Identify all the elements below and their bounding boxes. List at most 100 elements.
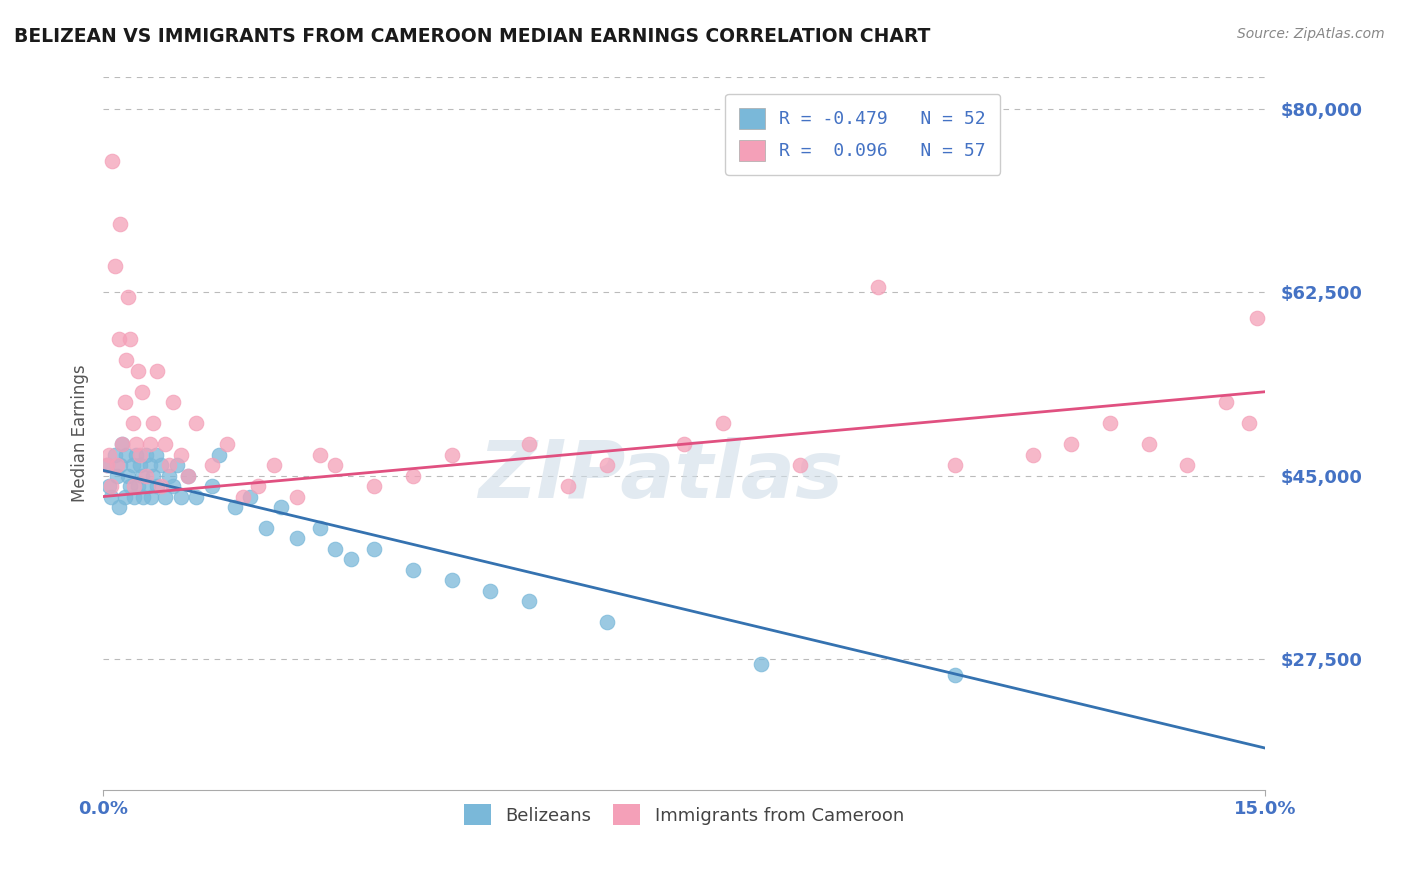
Point	[595, 458, 617, 472]
Point	[129, 448, 152, 462]
Point	[557, 479, 579, 493]
Point	[1137, 437, 1160, 451]
Point	[166, 458, 188, 472]
Point	[150, 458, 173, 472]
Point	[184, 416, 207, 430]
Point	[135, 448, 157, 462]
Point	[285, 490, 308, 504]
Point	[943, 667, 966, 681]
Point	[111, 437, 134, 451]
Point	[309, 521, 332, 535]
Point	[177, 468, 200, 483]
Point	[117, 468, 139, 483]
Point	[105, 458, 128, 472]
Point	[1239, 416, 1261, 430]
Point	[101, 154, 124, 169]
Point	[340, 552, 363, 566]
Y-axis label: Median Earnings: Median Earnings	[72, 365, 89, 502]
Point	[104, 448, 127, 462]
Point	[104, 259, 127, 273]
Point	[100, 479, 122, 493]
Legend: Belizeans, Immigrants from Cameroon: Belizeans, Immigrants from Cameroon	[456, 796, 912, 834]
Point	[866, 280, 889, 294]
Point	[153, 437, 176, 451]
Point	[131, 468, 153, 483]
Point	[200, 479, 222, 493]
Point	[232, 490, 254, 504]
Point	[124, 437, 146, 451]
Point	[479, 583, 502, 598]
Point	[239, 490, 262, 504]
Point	[711, 416, 734, 430]
Point	[285, 532, 308, 546]
Point	[121, 458, 143, 472]
Point	[111, 437, 134, 451]
Point	[1098, 416, 1121, 430]
Point	[108, 458, 131, 472]
Point	[215, 437, 238, 451]
Text: BELIZEAN VS IMMIGRANTS FROM CAMEROON MEDIAN EARNINGS CORRELATION CHART: BELIZEAN VS IMMIGRANTS FROM CAMEROON MED…	[14, 27, 931, 45]
Point	[127, 364, 149, 378]
Point	[121, 416, 143, 430]
Point	[789, 458, 811, 472]
Point	[127, 479, 149, 493]
Point	[1177, 458, 1199, 472]
Point	[117, 290, 139, 304]
Point	[270, 500, 292, 514]
Point	[309, 448, 332, 462]
Point	[153, 490, 176, 504]
Point	[146, 479, 169, 493]
Point	[142, 416, 165, 430]
Point	[96, 458, 118, 472]
Point	[1246, 311, 1268, 326]
Point	[129, 458, 152, 472]
Point	[169, 490, 191, 504]
Point	[440, 574, 463, 588]
Point	[247, 479, 270, 493]
Point	[177, 468, 200, 483]
Point	[124, 448, 146, 462]
Point	[107, 500, 129, 514]
Point	[132, 490, 155, 504]
Point	[120, 332, 142, 346]
Point	[114, 395, 136, 409]
Point	[150, 479, 173, 493]
Point	[107, 332, 129, 346]
Point	[751, 657, 773, 672]
Point	[208, 448, 231, 462]
Point	[157, 468, 180, 483]
Point	[1021, 448, 1043, 462]
Point	[402, 563, 425, 577]
Point	[162, 479, 184, 493]
Point	[100, 490, 122, 504]
Point	[402, 468, 425, 483]
Point	[96, 458, 118, 472]
Point	[440, 448, 463, 462]
Point	[114, 490, 136, 504]
Point	[105, 468, 128, 483]
Point	[141, 490, 163, 504]
Point	[517, 594, 540, 608]
Point	[120, 479, 142, 493]
Point	[254, 521, 277, 535]
Point	[363, 541, 385, 556]
Point	[224, 500, 246, 514]
Point	[146, 364, 169, 378]
Point	[325, 541, 347, 556]
Point	[672, 437, 695, 451]
Point	[517, 437, 540, 451]
Point	[122, 479, 145, 493]
Point	[138, 458, 160, 472]
Point	[108, 217, 131, 231]
Point	[157, 458, 180, 472]
Point	[98, 448, 121, 462]
Point	[1060, 437, 1083, 451]
Text: Source: ZipAtlas.com: Source: ZipAtlas.com	[1237, 27, 1385, 41]
Point	[142, 468, 165, 483]
Point	[263, 458, 285, 472]
Point	[135, 468, 157, 483]
Point	[98, 479, 121, 493]
Point	[122, 490, 145, 504]
Text: ZIPatlas: ZIPatlas	[478, 437, 844, 516]
Point	[115, 353, 138, 368]
